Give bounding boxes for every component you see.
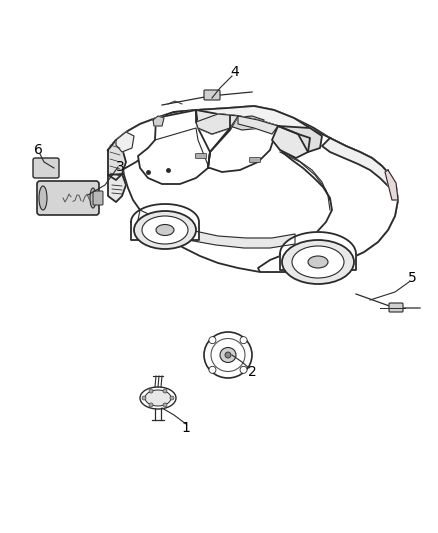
Circle shape: [149, 403, 153, 407]
FancyBboxPatch shape: [195, 154, 206, 158]
Ellipse shape: [90, 188, 96, 208]
Polygon shape: [278, 126, 322, 152]
Ellipse shape: [39, 186, 47, 210]
Ellipse shape: [211, 338, 245, 372]
Polygon shape: [138, 210, 295, 248]
FancyBboxPatch shape: [204, 90, 220, 100]
Circle shape: [240, 337, 247, 344]
Text: 3: 3: [116, 160, 124, 174]
Text: 4: 4: [231, 65, 240, 79]
Ellipse shape: [156, 224, 174, 236]
Polygon shape: [153, 116, 164, 126]
Text: 6: 6: [34, 143, 42, 157]
Ellipse shape: [140, 387, 176, 409]
FancyBboxPatch shape: [93, 191, 103, 205]
Polygon shape: [131, 204, 199, 240]
Polygon shape: [108, 110, 196, 175]
Ellipse shape: [134, 211, 196, 249]
Polygon shape: [116, 132, 134, 152]
Polygon shape: [238, 116, 278, 134]
Ellipse shape: [145, 390, 171, 406]
Polygon shape: [280, 232, 356, 270]
Polygon shape: [108, 106, 398, 272]
Circle shape: [209, 337, 216, 344]
Ellipse shape: [204, 332, 252, 378]
Ellipse shape: [308, 256, 328, 268]
FancyBboxPatch shape: [33, 158, 59, 178]
Ellipse shape: [142, 216, 188, 244]
Ellipse shape: [220, 348, 236, 362]
Polygon shape: [196, 114, 238, 134]
Circle shape: [209, 366, 216, 373]
Ellipse shape: [282, 240, 354, 284]
Polygon shape: [138, 110, 210, 184]
Circle shape: [142, 396, 146, 400]
FancyBboxPatch shape: [250, 157, 261, 163]
FancyBboxPatch shape: [389, 303, 403, 312]
Polygon shape: [108, 140, 126, 180]
Ellipse shape: [225, 352, 231, 358]
Polygon shape: [230, 116, 264, 130]
FancyBboxPatch shape: [37, 181, 99, 215]
Polygon shape: [196, 106, 310, 134]
Circle shape: [163, 403, 167, 407]
Polygon shape: [208, 116, 278, 172]
Polygon shape: [108, 174, 126, 202]
Text: 5: 5: [408, 271, 417, 285]
Circle shape: [240, 366, 247, 373]
Polygon shape: [385, 170, 398, 200]
Circle shape: [163, 389, 167, 393]
Polygon shape: [322, 138, 396, 186]
Text: 1: 1: [182, 421, 191, 435]
Polygon shape: [196, 110, 238, 134]
Text: 2: 2: [247, 365, 256, 379]
Polygon shape: [272, 126, 310, 158]
Circle shape: [170, 396, 174, 400]
Polygon shape: [258, 128, 398, 272]
Circle shape: [149, 389, 153, 393]
Ellipse shape: [292, 246, 344, 278]
